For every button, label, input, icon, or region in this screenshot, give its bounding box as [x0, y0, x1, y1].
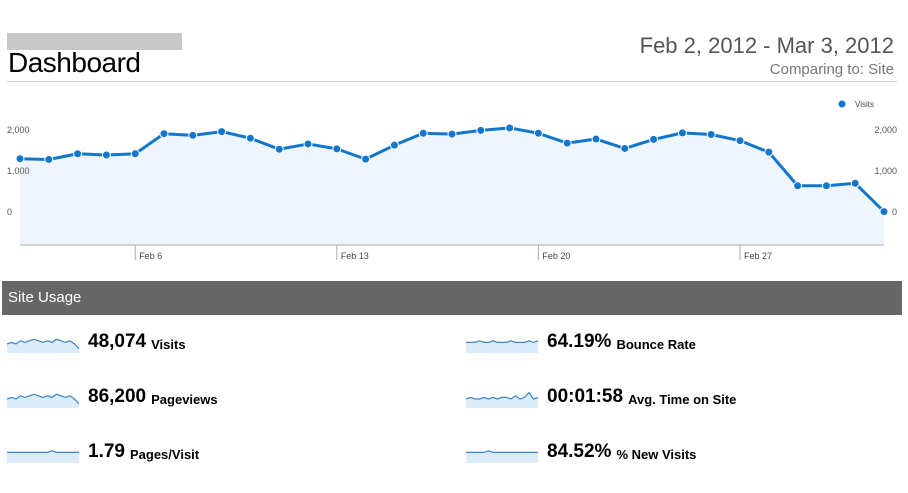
sparkline-line — [465, 391, 539, 400]
visits-point[interactable] — [245, 133, 255, 143]
sparkline-line — [466, 340, 539, 344]
metric-value: 84.52% — [547, 441, 612, 462]
metric-value: 86,200 — [88, 386, 147, 407]
sparkline-line — [466, 450, 538, 453]
metric-pageviews[interactable]: 86,200 Pageviews — [6, 382, 218, 412]
redacted-account-name — [7, 33, 182, 50]
sparkline-area — [466, 340, 538, 353]
metric-value: 00:01:58 — [547, 386, 624, 407]
visits-point[interactable] — [591, 134, 601, 144]
metric-value: 1.79 — [88, 441, 125, 462]
sparkline-line — [6, 338, 80, 350]
x-tick-label: Feb 6 — [139, 251, 162, 261]
site-usage-title: Site Usage — [8, 289, 82, 306]
visits-point[interactable] — [101, 150, 111, 160]
visits-point[interactable] — [850, 178, 860, 188]
visits-point[interactable] — [620, 143, 630, 153]
visits-line-chart[interactable]: 2,000 2,000 1,000 1,000 0 0 Feb 6 Feb 13 Feb 20 F… — [0, 85, 908, 275]
y-tick-label-left: 0 — [7, 207, 12, 217]
visits-point[interactable] — [15, 154, 25, 164]
visits-area — [20, 127, 884, 245]
date-range[interactable]: Feb 2, 2012 - Mar 3, 2012 — [639, 33, 894, 58]
visits-point[interactable] — [793, 181, 803, 191]
visits-point[interactable] — [44, 155, 54, 165]
metric-label: Visits — [151, 336, 186, 352]
visits-point[interactable] — [562, 138, 572, 148]
sparkline — [6, 338, 80, 353]
sparkline-line — [7, 450, 79, 453]
visits-point[interactable] — [505, 123, 515, 133]
sparkline-area — [466, 450, 538, 463]
metric-label: Pageviews — [151, 391, 218, 407]
metric-label: Bounce Rate — [616, 336, 696, 352]
visits-point[interactable] — [274, 144, 284, 154]
sparkline — [7, 450, 79, 463]
visits-point[interactable] — [764, 147, 774, 157]
metric-value: 64.19% — [547, 331, 612, 352]
sparkline-area — [466, 392, 538, 408]
visits-point[interactable] — [159, 129, 169, 139]
sparkline — [6, 393, 80, 408]
legend-marker — [838, 100, 846, 108]
sparkline-line — [6, 393, 80, 405]
metric-value: 48,074 — [88, 331, 147, 352]
visits-point[interactable] — [533, 128, 543, 138]
visits-point[interactable] — [649, 134, 659, 144]
sparkline — [465, 391, 539, 408]
visits-point[interactable] — [361, 154, 371, 164]
y-tick-label-left: 2,000 — [7, 125, 30, 135]
metric-label: Pages/Visit — [129, 446, 200, 462]
sparkline-area — [7, 450, 79, 463]
site-usage-header: Site Usage — [2, 281, 902, 315]
metric-bounce-rate[interactable]: 64.19% Bounce Rate — [465, 327, 696, 357]
visits-point[interactable] — [332, 144, 342, 154]
header-divider — [7, 81, 897, 82]
visits-point[interactable] — [418, 128, 428, 138]
y-tick-label-right: 2,000 — [874, 125, 897, 135]
metric-label: % New Visits — [616, 446, 697, 462]
visits-point[interactable] — [735, 136, 745, 146]
metric-avg-time-on-site[interactable]: 00:01:58 Avg. Time on Site — [465, 382, 736, 412]
visits-point[interactable] — [217, 127, 227, 137]
y-tick-label-right: 0 — [892, 207, 897, 217]
x-tick-label: Feb 13 — [341, 251, 369, 261]
visits-point[interactable] — [130, 149, 140, 159]
y-tick-label-right: 1,000 — [874, 166, 897, 176]
metric-label: Avg. Time on Site — [628, 391, 737, 407]
visits-point[interactable] — [447, 129, 457, 139]
sparkline — [466, 340, 539, 353]
x-tick-label: Feb 27 — [744, 251, 772, 261]
comparison-label: Comparing to: Site — [769, 61, 894, 78]
x-tick-label: Feb 20 — [542, 251, 570, 261]
page-title: Dashboard — [8, 47, 141, 78]
metric-visits[interactable]: 48,074 Visits — [6, 327, 186, 357]
legend-label: Visits — [855, 100, 874, 109]
visits-point[interactable] — [677, 128, 687, 138]
metric-new-visits[interactable]: 84.52%% New Visits — [465, 437, 696, 467]
visits-point[interactable] — [821, 181, 831, 191]
visits-point[interactable] — [879, 207, 889, 217]
visits-point[interactable] — [706, 130, 716, 140]
y-tick-label-left: 1,000 — [7, 166, 30, 176]
visits-point[interactable] — [188, 130, 198, 140]
visits-point[interactable] — [476, 125, 486, 135]
visits-point[interactable] — [73, 149, 83, 159]
sparkline — [466, 450, 538, 463]
visits-point[interactable] — [389, 140, 399, 150]
visits-point[interactable] — [303, 139, 313, 149]
metric-pages-visit[interactable]: 1.79 Pages/Visit — [6, 437, 199, 467]
